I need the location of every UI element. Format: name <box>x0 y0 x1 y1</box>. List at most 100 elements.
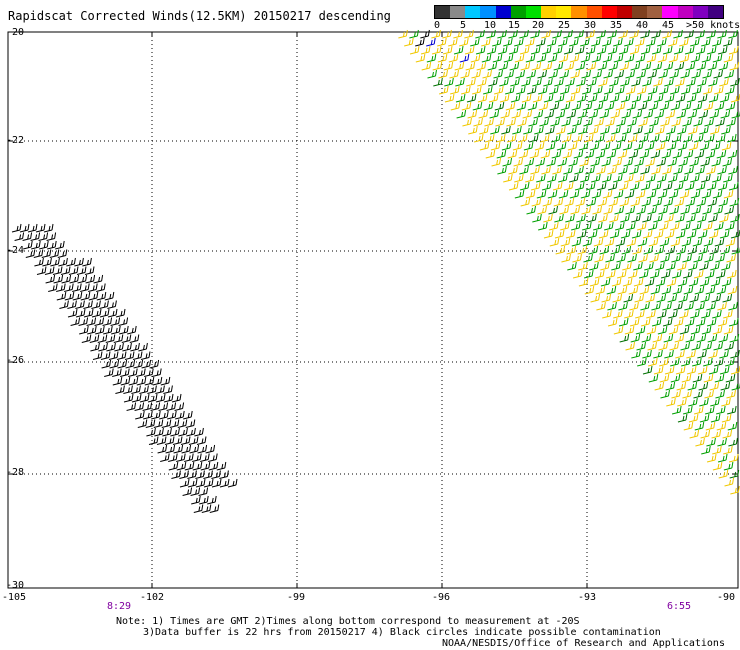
wind-barb <box>717 45 728 55</box>
wind-barb <box>198 487 209 496</box>
scale-color-segment <box>450 6 466 18</box>
wind-barb <box>490 125 500 135</box>
wind-barb <box>11 223 22 233</box>
wind-barb <box>453 29 463 39</box>
wind-barb <box>154 427 164 437</box>
wind-barb <box>129 334 140 343</box>
wind-barb <box>653 229 664 239</box>
wind-barb <box>627 133 638 143</box>
wind-barb <box>644 141 655 151</box>
wind-barb <box>629 317 640 327</box>
wind-barb <box>647 205 657 215</box>
wind-barb <box>697 365 708 375</box>
lat-label-22: -22 <box>6 135 25 146</box>
wind-barb <box>492 37 502 47</box>
wind-barb <box>642 77 652 87</box>
wind-barb <box>543 213 553 223</box>
wind-barb <box>673 317 684 327</box>
wind-barb <box>597 61 608 71</box>
wind-barb <box>607 301 617 311</box>
wind-barb <box>216 461 227 471</box>
wind-barb <box>160 453 170 462</box>
wind-barb <box>176 453 186 462</box>
wind-barb <box>453 45 464 55</box>
wind-barb <box>512 141 523 151</box>
wind-barb <box>610 245 621 255</box>
wind-barb <box>684 29 694 39</box>
wind-barb <box>150 402 161 411</box>
wind-barb <box>540 149 551 159</box>
wind-barb <box>692 221 702 231</box>
wind-barb <box>722 429 733 439</box>
wind-barb <box>590 157 601 167</box>
wind-barb <box>635 309 645 319</box>
wind-barb <box>36 266 47 275</box>
wind-barb <box>431 29 441 39</box>
wind-barb <box>477 77 487 87</box>
scale-color-segment <box>435 6 451 18</box>
wind-barb <box>30 232 41 241</box>
wind-barb <box>564 61 575 71</box>
wind-barb <box>586 197 597 207</box>
wind-barb <box>160 376 171 386</box>
wind-barb <box>455 77 465 87</box>
wind-barb <box>679 325 690 335</box>
wind-barb <box>444 77 454 87</box>
wind-barb <box>571 101 582 111</box>
wind-barb <box>148 436 159 445</box>
wind-barb <box>450 85 460 95</box>
wind-barb <box>515 69 525 79</box>
wind-barb <box>23 240 33 250</box>
wind-barb <box>656 157 667 167</box>
wind-barb <box>536 37 546 47</box>
wind-barb <box>583 269 594 279</box>
wind-barb <box>717 181 728 191</box>
wind-barb <box>698 245 709 255</box>
wind-barb <box>582 237 593 247</box>
wind-barb <box>171 393 182 403</box>
scale-label: 25 <box>558 20 571 31</box>
wind-barb <box>604 85 614 95</box>
note-line-1: Note: 1) Times are GMT 2)Times along bot… <box>116 616 580 627</box>
wind-barb <box>711 429 722 439</box>
wind-barb <box>170 427 180 437</box>
wind-barb <box>207 495 217 505</box>
wind-barb <box>624 189 635 199</box>
lon-label-105: -105 <box>2 592 27 603</box>
wind-barb <box>686 229 697 239</box>
wind-barb <box>464 45 475 55</box>
wind-barb <box>630 197 641 207</box>
wind-barb <box>415 37 425 47</box>
wind-barb <box>601 293 612 303</box>
wind-barb <box>611 141 622 151</box>
wind-barb <box>560 101 571 111</box>
wind-barb <box>731 382 740 391</box>
wind-barb <box>532 93 543 103</box>
wind-barb <box>678 293 689 303</box>
wind-barb <box>56 283 66 292</box>
wind-barb <box>637 357 647 367</box>
wind-barb <box>704 405 715 415</box>
wind-barb <box>537 205 547 215</box>
wind-barb <box>96 291 107 301</box>
wind-barb <box>590 293 601 303</box>
wind-barb <box>637 237 648 247</box>
wind-barb <box>530 29 540 39</box>
wind-barb <box>706 453 717 463</box>
wind-barb <box>503 173 513 183</box>
wind-barb <box>653 365 664 375</box>
wind-barb <box>147 393 158 403</box>
wind-barb <box>139 393 150 403</box>
wind-barb <box>505 101 516 111</box>
wind-barb <box>696 61 707 71</box>
wind-barb <box>675 229 686 239</box>
wind-barb <box>718 61 729 71</box>
wind-barb <box>636 341 647 351</box>
wind-barb <box>707 61 718 71</box>
wind-barb <box>27 223 38 233</box>
wind-barb <box>657 53 668 63</box>
wind-barb <box>643 109 654 119</box>
wind-barb <box>219 478 230 488</box>
wind-barb <box>714 101 725 111</box>
wind-barb <box>664 77 674 87</box>
